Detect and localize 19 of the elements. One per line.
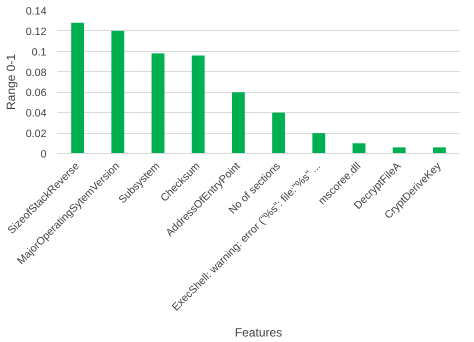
bar	[192, 55, 205, 154]
y-tick-label: 0.08	[26, 66, 47, 79]
y-tick-label: 0.06	[26, 87, 47, 100]
y-tick-label: 0.1	[32, 46, 47, 58]
y-tick-label: 0.02	[26, 128, 47, 140]
bar	[272, 112, 286, 154]
x-axis-title: Features	[234, 326, 282, 340]
y-tick-label: 0.12	[26, 26, 47, 38]
bar	[432, 147, 446, 154]
y-tick-label: 0	[40, 148, 47, 160]
bar	[312, 133, 326, 154]
y-tick-label: 0.04	[26, 108, 47, 120]
bar	[111, 30, 124, 154]
bar	[152, 53, 164, 154]
bar	[232, 92, 245, 154]
y-tick-label: 0.14	[26, 6, 47, 18]
y-axis-title: Range 0-1	[4, 54, 18, 110]
bar	[352, 143, 366, 154]
bar	[71, 22, 84, 154]
